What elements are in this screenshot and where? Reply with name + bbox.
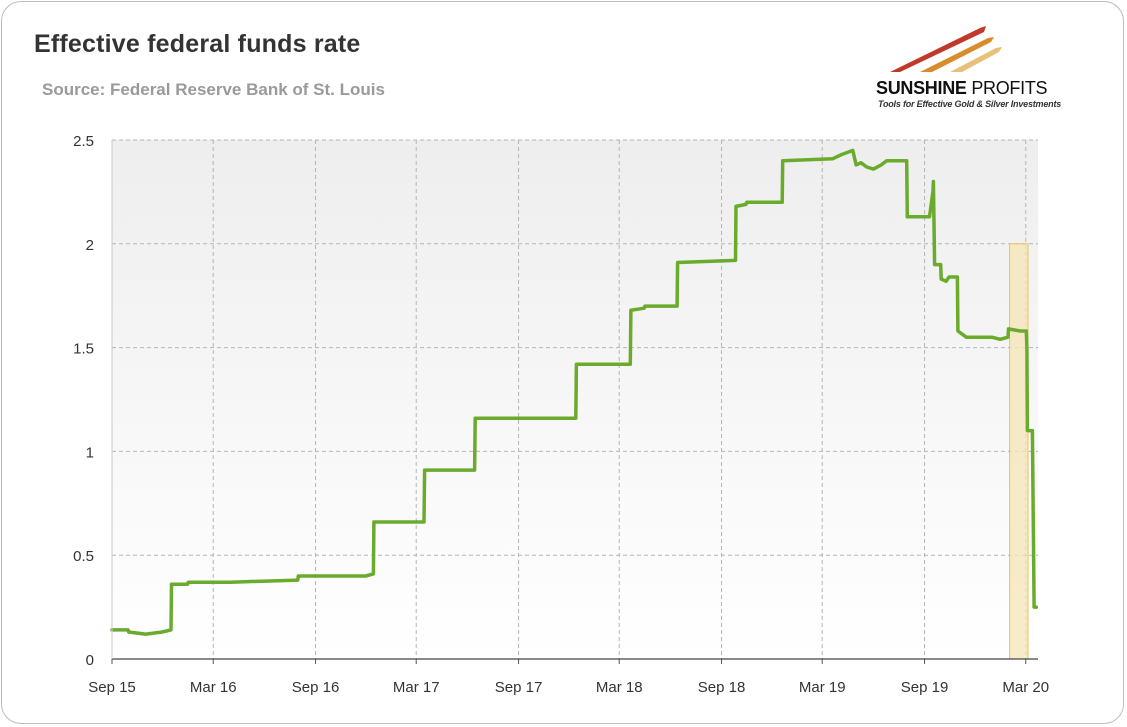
x-tick-label: Sep 17 (495, 679, 543, 696)
x-tick-label: Sep 15 (88, 679, 136, 696)
x-tick-label: Mar 17 (393, 679, 440, 696)
x-tick-label: Sep 19 (901, 679, 949, 696)
y-tick-label: 2 (86, 237, 94, 254)
sunshine-profits-logo: SUNSHINE PROFITS Tools for Effective Gol… (860, 20, 1080, 115)
y-tick-label: 1.5 (73, 341, 94, 358)
x-tick-label: Sep 18 (698, 679, 746, 696)
y-tick-label: 0 (86, 652, 94, 669)
chart-title: Effective federal funds rate (34, 30, 361, 58)
x-tick-label: Mar 16 (190, 679, 237, 696)
rate-series-line (110, 148, 1039, 636)
logo-wordmark: SUNSHINE PROFITS (876, 78, 1048, 98)
y-tick-label: 0.5 (73, 548, 94, 565)
x-tick-label: Mar 20 (1002, 679, 1049, 696)
x-tick-label: Sep 16 (292, 679, 340, 696)
y-tick-label: 2.5 (73, 133, 94, 150)
highlight-band (1009, 243, 1029, 660)
x-tick-label: Mar 19 (799, 679, 846, 696)
chart-subtitle: Source: Federal Reserve Bank of St. Loui… (42, 80, 385, 99)
y-tick-label: 1 (86, 444, 94, 461)
logo-swoosh-icon (890, 26, 1002, 72)
x-tick-label: Mar 18 (596, 679, 643, 696)
logo-tagline: Tools for Effective Gold & Silver Invest… (878, 99, 1062, 109)
